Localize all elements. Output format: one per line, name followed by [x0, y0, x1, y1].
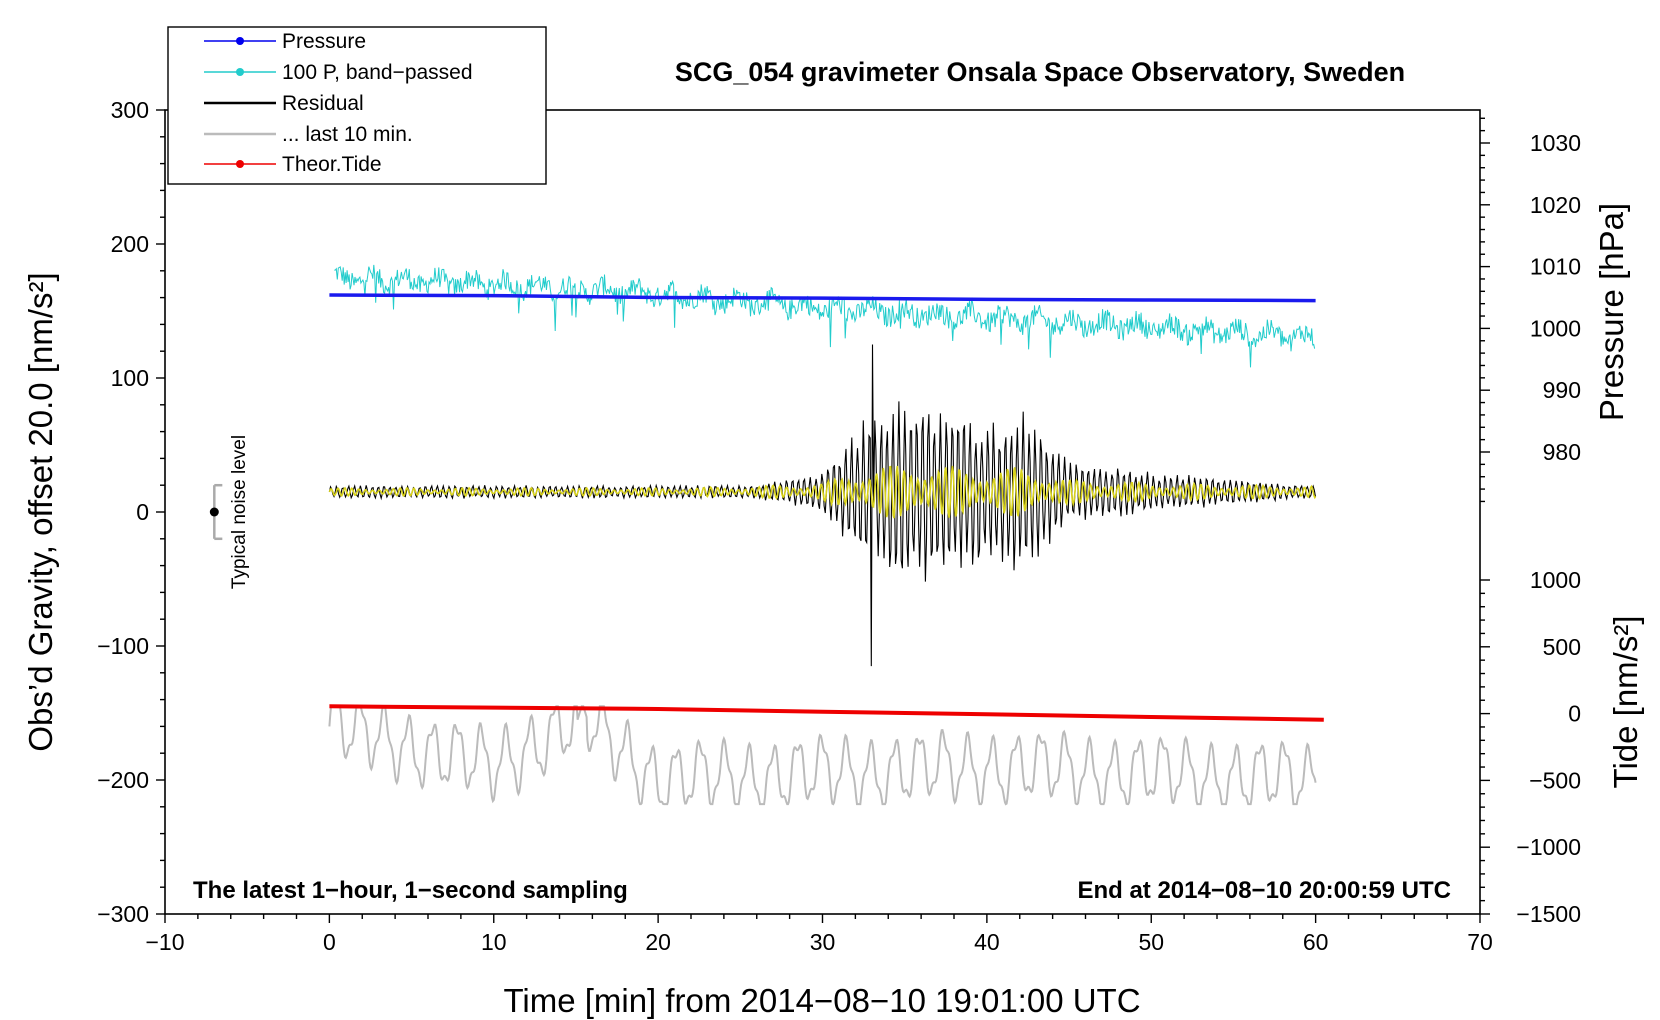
- tide-tick-label: 1000: [1530, 567, 1581, 593]
- y-axis-title-left: Obs’d Gravity, offset 20.0 [nm/s²]: [22, 272, 59, 751]
- y-axis-title-pressure: Pressure [hPa]: [1593, 203, 1630, 421]
- tide-tick-label: 500: [1543, 634, 1581, 660]
- series-theor-tide: [329, 704, 1324, 722]
- x-tick-label: 10: [481, 929, 507, 955]
- axis-ticks: −10 0 10 20 30 40 50 60 703002001000−100−200−300…: [97, 97, 1581, 955]
- pressure-tick-label: 990: [1543, 377, 1581, 403]
- chart-title: SCG_054 gravimeter Onsala Space Observat…: [675, 57, 1405, 87]
- tide-tick-label: −1500: [1516, 901, 1581, 927]
- series-100p-band-passed: [334, 264, 1316, 368]
- y-left-tick-label: 200: [111, 231, 149, 257]
- legend-label-tide: Theor.Tide: [282, 153, 382, 176]
- legend-marker-tide: [236, 160, 244, 168]
- x-tick-label: −10: [145, 929, 184, 955]
- x-tick-label: 60: [1303, 929, 1329, 955]
- tide-tick-label: −1000: [1516, 834, 1581, 860]
- pressure-tick-label: 1020: [1530, 192, 1581, 218]
- y-axis-title-tide: Tide [nm/s²]: [1607, 616, 1644, 789]
- y-left-tick-label: −200: [97, 767, 149, 793]
- y-left-tick-label: 100: [111, 365, 149, 391]
- legend-label-bandpassed: 100 P, band−passed: [282, 61, 473, 84]
- series-last-10-min: [328, 705, 1317, 806]
- x-tick-label: 70: [1467, 929, 1493, 955]
- x-tick-label: 40: [974, 929, 1000, 955]
- pressure-tick-label: 1000: [1530, 315, 1581, 341]
- sampling-note: The latest 1−hour, 1−second sampling: [193, 877, 628, 904]
- pressure-tick-label: 980: [1543, 439, 1581, 465]
- y-left-tick-label: 0: [136, 499, 149, 525]
- x-axis-title: Time [min] from 2014−08−10 19:01:00 UTC: [503, 982, 1140, 1019]
- legend-label-last10: ... last 10 min.: [282, 123, 413, 146]
- y-left-tick-label: −100: [97, 633, 149, 659]
- tide-tick-label: −500: [1529, 767, 1581, 793]
- series-residual-filtered: [328, 465, 1317, 519]
- x-tick-label: 0: [323, 929, 336, 955]
- noise-label: Typical noise level: [229, 435, 250, 589]
- y-left-tick-label: 300: [111, 97, 149, 123]
- legend-label-residual: Residual: [282, 92, 364, 115]
- plot-frame: [164, 109, 1481, 915]
- x-tick-label: 30: [810, 929, 836, 955]
- legend-label-pressure: Pressure: [282, 30, 366, 53]
- x-tick-label: 50: [1138, 929, 1164, 955]
- x-tick-label: 20: [645, 929, 671, 955]
- data-series: [328, 264, 1324, 806]
- legend: Pressure 100 P, band−passed Residual ...…: [167, 26, 547, 185]
- tide-tick-label: 0: [1568, 701, 1581, 727]
- legend-marker-bandpassed: [236, 68, 244, 76]
- pressure-tick-label: 1010: [1530, 254, 1581, 280]
- legend-box: [167, 26, 547, 185]
- pressure-tick-label: 1030: [1530, 130, 1581, 156]
- y-left-tick-label: −300: [97, 901, 149, 927]
- noise-point: [209, 507, 219, 517]
- noise-level-indicator: Typical noise level: [209, 435, 250, 589]
- end-time-note: End at 2014−08−10 20:00:59 UTC: [1077, 877, 1451, 904]
- series-pressure: [329, 293, 1316, 303]
- series-residual: [328, 344, 1317, 667]
- legend-marker-pressure: [236, 37, 244, 45]
